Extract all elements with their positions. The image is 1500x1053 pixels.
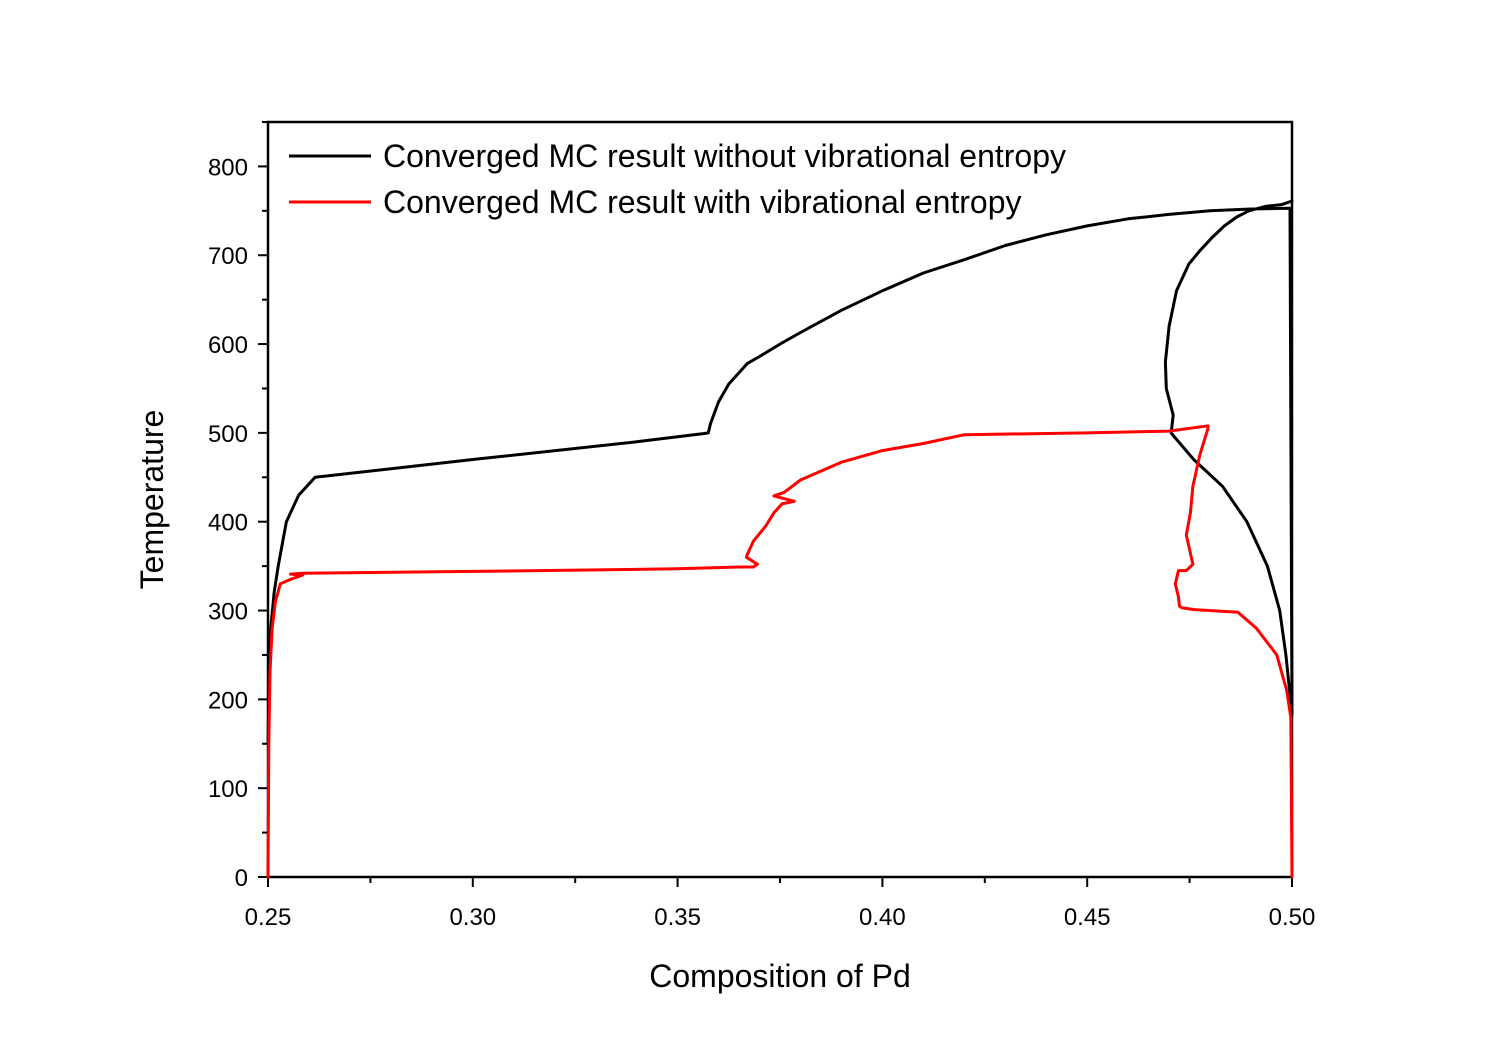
series-layer [266, 199, 1294, 879]
x-tick-label: 0.30 [449, 904, 496, 931]
series-line-without-vibrational [266, 199, 1294, 746]
x-tick-label: 0.50 [1269, 904, 1316, 931]
x-axis-title: Composition of Pd [649, 958, 910, 994]
y-tick-label: 700 [208, 243, 248, 270]
y-tick-label: 200 [208, 687, 248, 714]
plot-frame [266, 120, 1294, 879]
x-tick-label: 0.40 [859, 904, 906, 931]
legend-label-with-vibrational: Converged MC result with vibrational ent… [383, 184, 1022, 220]
x-tick-label: 0.45 [1064, 904, 1111, 931]
legend-label-without-vibrational: Converged MC result without vibrational … [383, 138, 1066, 174]
series-line-with-vibrational [266, 424, 1294, 879]
x-axis-ticks: 0.25 0.30 0.35 0.40 0.45 0.50 [245, 877, 1316, 931]
y-tick-label: 300 [208, 599, 248, 626]
x-tick-label: 0.35 [654, 904, 701, 931]
plot-area [266, 120, 1294, 879]
y-axis-ticks: 0 100 200 300 400 500 600 700 800 [208, 121, 268, 892]
y-axis-title: Temperature [134, 410, 170, 590]
y-tick-label: 800 [208, 154, 248, 181]
y-tick-label: 100 [208, 776, 248, 803]
y-tick-label: 600 [208, 332, 248, 359]
y-tick-label: 400 [208, 510, 248, 537]
x-tick-label: 0.25 [245, 904, 292, 931]
y-tick-label: 500 [208, 421, 248, 448]
legend: Converged MC result without vibrational … [289, 138, 1066, 220]
y-tick-label: 0 [235, 865, 248, 892]
